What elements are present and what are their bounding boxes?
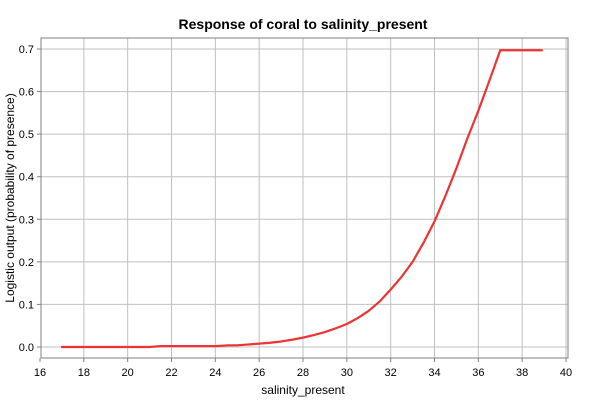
x-tick-label: 40: [560, 367, 572, 379]
y-tick-label: 0.4: [19, 172, 34, 184]
y-tick-label: 0.0: [19, 342, 34, 354]
x-tick-label: 38: [516, 367, 528, 379]
series-line: [60, 49, 543, 349]
y-tick-label: 0.3: [19, 214, 34, 226]
x-tick-label: 24: [209, 367, 221, 379]
x-tick-label: 32: [385, 367, 397, 379]
x-tick-label: 30: [341, 367, 353, 379]
grid: [41, 38, 568, 358]
plot-frame: [40, 37, 569, 359]
x-tick-label: 20: [122, 367, 134, 379]
x-tick-label: 18: [78, 367, 90, 379]
x-tick-label: 26: [253, 367, 265, 379]
x-tick-label: 16: [34, 367, 46, 379]
chart-title: Response of coral to salinity_present: [179, 16, 428, 32]
y-tick-label: 0.1: [19, 299, 34, 311]
y-axis-label: Logistic output (probability of presence…: [3, 93, 17, 302]
x-axis: 16 18 20 22 24 26 28 30 32 34 36 38 40: [34, 358, 572, 379]
x-axis-label: salinity_present: [261, 383, 345, 397]
y-tick-label: 0.6: [19, 87, 34, 99]
y-axis: 0.0 0.1 0.2 0.3 0.4 0.5 0.6 0.7: [19, 44, 41, 354]
x-tick-label: 34: [428, 367, 440, 379]
x-tick-label: 28: [297, 367, 309, 379]
x-tick-label: 36: [472, 367, 484, 379]
y-tick-label: 0.2: [19, 257, 34, 269]
y-tick-label: 0.5: [19, 129, 34, 141]
x-tick-label: 22: [165, 367, 177, 379]
y-tick-label: 0.7: [19, 44, 34, 56]
